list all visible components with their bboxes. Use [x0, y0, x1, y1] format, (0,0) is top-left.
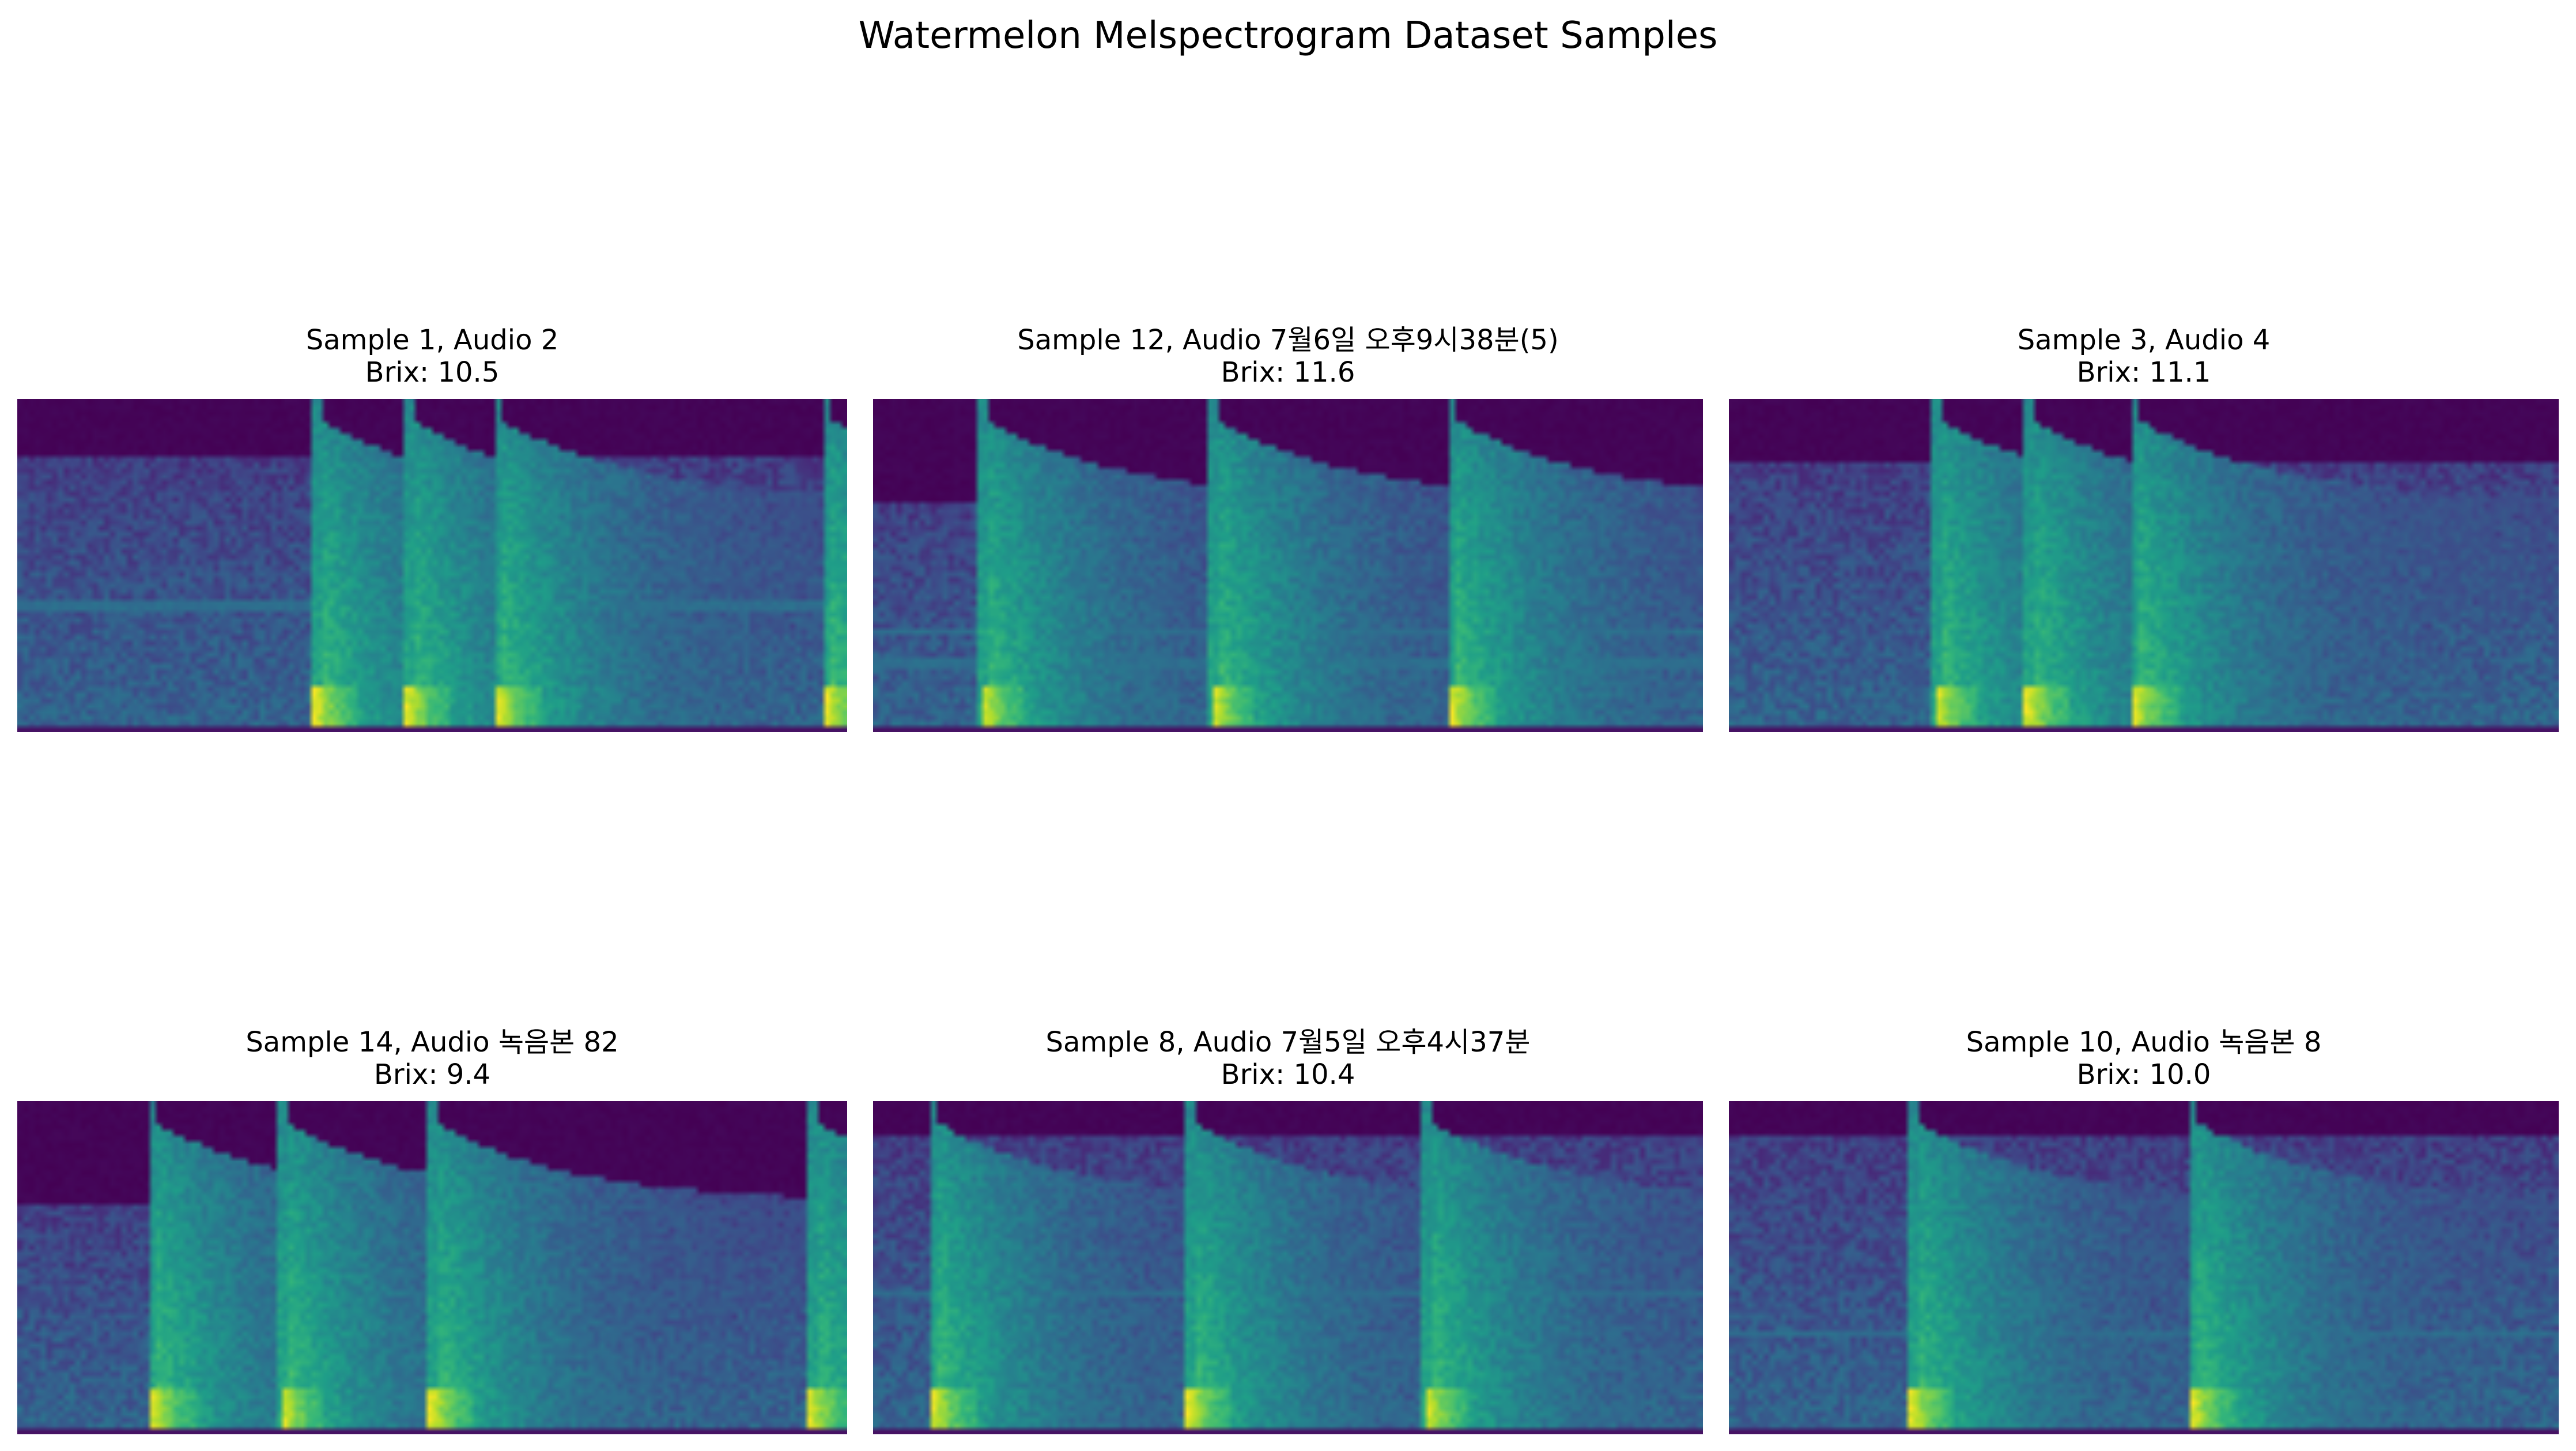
- panel-6-brix-label: Brix: 10.0: [2076, 1058, 2211, 1091]
- spectrogram-heatmap-4: [17, 1101, 847, 1434]
- panel-6-title-text: Sample 10, Audio 녹음본 8: [1966, 1026, 2322, 1058]
- spectrogram-heatmap-2: [873, 399, 1703, 732]
- spectrogram-heatmap-6: [1729, 1101, 2559, 1434]
- panel-2-title-text: Sample 12, Audio 7월6일 오후9시38분(5): [1017, 324, 1559, 356]
- spectrogram-heatmap-1: [17, 399, 847, 732]
- panel-title-5: Sample 8, Audio 7월5일 오후4시37분 Brix: 10.4: [873, 1026, 1703, 1091]
- spectrogram-heatmap-3: [1729, 399, 2559, 732]
- panel-3-title-text: Sample 3, Audio 4: [2017, 324, 2271, 356]
- panel-4-brix-label: Brix: 9.4: [373, 1058, 491, 1091]
- figure-title: Watermelon Melspectrogram Dataset Sample…: [858, 14, 1718, 57]
- panel-1-brix-label: Brix: 10.5: [365, 356, 500, 389]
- panel-title-4: Sample 14, Audio 녹음본 82 Brix: 9.4: [17, 1026, 847, 1091]
- panel-5-brix-label: Brix: 10.4: [1221, 1058, 1355, 1091]
- panel-title-6: Sample 10, Audio 녹음본 8 Brix: 10.0: [1729, 1026, 2559, 1091]
- panel-1-title-text: Sample 1, Audio 2: [305, 324, 559, 356]
- spectrogram-heatmap-5: [873, 1101, 1703, 1434]
- panel-4-title-text: Sample 14, Audio 녹음본 82: [245, 1026, 619, 1058]
- panel-title-3: Sample 3, Audio 4 Brix: 11.1: [1729, 324, 2559, 389]
- panel-title-2: Sample 12, Audio 7월6일 오후9시38분(5) Brix: 1…: [873, 324, 1703, 389]
- panel-5-title-text: Sample 8, Audio 7월5일 오후4시37분: [1045, 1026, 1531, 1058]
- panel-title-1: Sample 1, Audio 2 Brix: 10.5: [17, 324, 847, 389]
- panel-3-brix-label: Brix: 11.1: [2076, 356, 2211, 389]
- panel-2-brix-label: Brix: 11.6: [1221, 356, 1355, 389]
